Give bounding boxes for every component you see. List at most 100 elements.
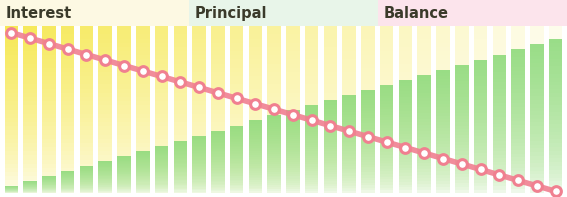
Bar [286, 156, 299, 158]
Bar [380, 89, 393, 93]
Bar [286, 51, 299, 55]
Bar [474, 100, 487, 103]
Bar [305, 136, 319, 138]
Bar [248, 76, 262, 80]
Bar [192, 76, 206, 80]
Bar [211, 118, 225, 122]
Bar [136, 105, 150, 110]
Bar [493, 97, 506, 101]
Bar [305, 143, 319, 145]
Bar [361, 141, 375, 144]
Bar [61, 180, 74, 185]
Bar [286, 130, 299, 135]
Bar [230, 110, 243, 114]
Bar [549, 39, 562, 43]
Bar [511, 118, 525, 121]
Bar [511, 80, 525, 85]
Bar [324, 122, 337, 126]
Bar [380, 155, 393, 158]
Bar [361, 51, 375, 55]
Bar [230, 135, 243, 139]
Bar [268, 72, 281, 76]
Bar [511, 132, 525, 136]
Bar [230, 168, 243, 169]
Bar [342, 112, 356, 115]
Bar [80, 182, 93, 183]
Bar [324, 189, 337, 193]
Bar [42, 93, 56, 97]
Bar [530, 59, 544, 64]
Bar [305, 158, 319, 160]
Bar [248, 89, 262, 93]
Bar [493, 43, 506, 47]
Bar [474, 85, 487, 89]
Bar [211, 166, 225, 168]
Bar [511, 59, 525, 64]
Bar [474, 147, 487, 151]
Bar [192, 80, 206, 85]
Bar [248, 26, 262, 30]
Bar [549, 47, 562, 51]
Bar [417, 59, 431, 64]
Bar [324, 64, 337, 68]
Bar [305, 171, 319, 173]
Bar [117, 47, 131, 51]
Bar [248, 72, 262, 76]
Bar [117, 176, 131, 177]
Bar [324, 177, 337, 179]
Bar [155, 80, 168, 85]
Bar [248, 160, 262, 162]
Bar [342, 64, 356, 68]
Bar [117, 184, 131, 185]
Bar [324, 126, 337, 128]
Bar [305, 121, 319, 123]
Bar [80, 170, 93, 171]
Bar [342, 68, 356, 72]
Bar [474, 118, 487, 122]
Bar [530, 78, 544, 82]
Bar [230, 144, 243, 146]
Bar [305, 155, 319, 160]
Bar [268, 135, 281, 139]
Bar [474, 72, 487, 76]
Bar [530, 26, 544, 30]
Bar [5, 101, 18, 105]
Bar [455, 160, 468, 164]
Bar [117, 188, 131, 189]
Bar [549, 109, 562, 112]
Bar [211, 85, 225, 89]
Bar [493, 68, 506, 72]
Bar [455, 161, 468, 164]
Bar [399, 179, 412, 182]
Bar [305, 172, 319, 176]
Bar [324, 147, 337, 149]
Bar [380, 135, 393, 139]
Bar [530, 178, 544, 182]
Bar [493, 183, 506, 186]
Bar [530, 80, 544, 85]
Bar [399, 162, 412, 165]
Bar [530, 143, 544, 147]
Bar [342, 134, 356, 137]
Bar [136, 168, 150, 172]
Bar [230, 159, 243, 161]
Bar [192, 150, 206, 151]
Bar [268, 121, 281, 123]
Bar [230, 72, 243, 76]
Bar [136, 154, 150, 155]
Bar [474, 110, 487, 113]
Bar [380, 185, 393, 188]
Bar [189, 0, 378, 26]
Bar [493, 59, 506, 64]
Bar [342, 122, 356, 125]
Bar [117, 30, 131, 34]
Bar [42, 184, 56, 185]
Bar [324, 128, 337, 130]
Bar [474, 173, 487, 176]
Bar [380, 163, 393, 166]
Bar [23, 118, 37, 122]
Bar [23, 68, 37, 72]
Bar [286, 93, 299, 97]
Bar [42, 122, 56, 126]
Bar [99, 175, 112, 176]
